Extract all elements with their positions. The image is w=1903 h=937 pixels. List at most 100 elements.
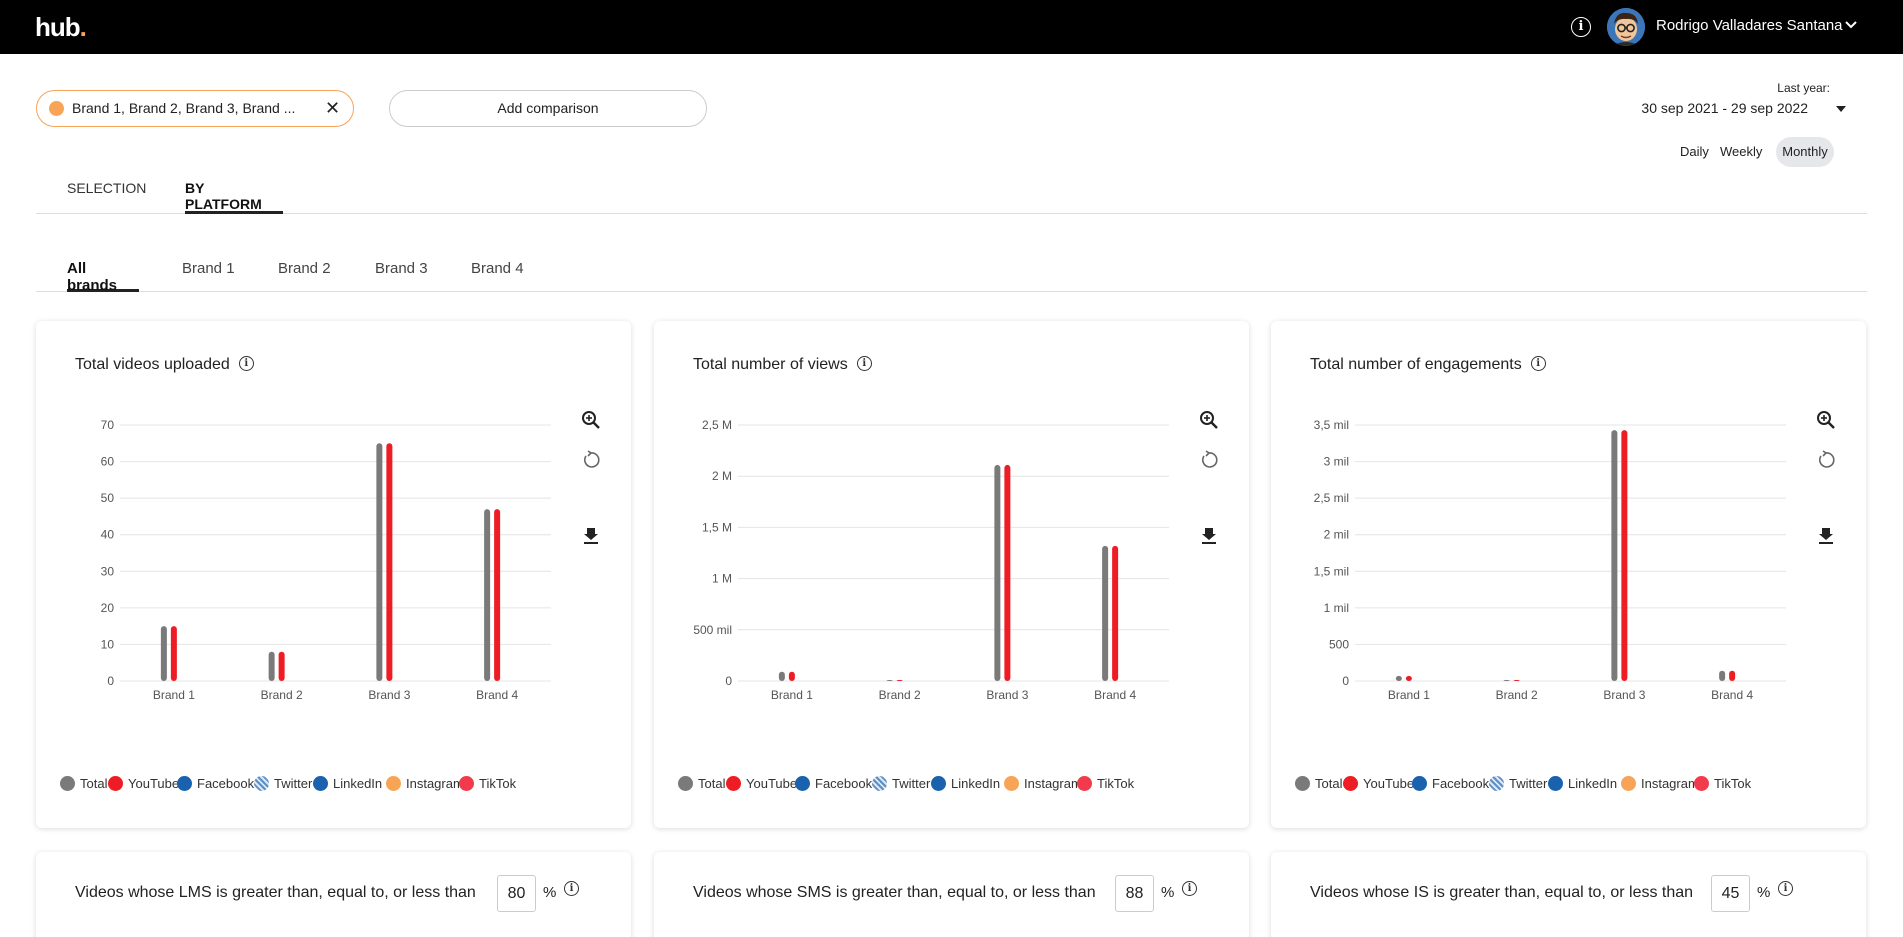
bar-youtube-brand-4[interactable]	[1112, 545, 1119, 681]
bar-youtube-brand-2[interactable]	[278, 651, 285, 681]
reset-icon[interactable]	[1198, 449, 1220, 471]
legend-dot	[108, 776, 123, 791]
chevron-down-icon[interactable]	[1844, 20, 1858, 30]
legend-item-youtube[interactable]: YouTube	[108, 776, 179, 791]
bar-total-brand-2[interactable]	[1503, 680, 1510, 681]
logo[interactable]: hub.	[35, 12, 87, 42]
info-icon[interactable]: i	[1778, 881, 1793, 896]
bar-total-brand-4[interactable]	[484, 509, 491, 681]
legend-item-instagram[interactable]: Instagram	[1621, 776, 1699, 791]
legend-item-facebook[interactable]: Facebook	[1412, 776, 1489, 791]
bar-youtube-brand-2[interactable]	[896, 680, 903, 681]
legend-item-twitter[interactable]: Twitter	[254, 776, 312, 791]
legend-label: LinkedIn	[333, 776, 383, 791]
tab-brand-4[interactable]: Brand 4	[471, 260, 524, 277]
legend-dot	[931, 776, 946, 791]
brand-filter-chip[interactable]: Brand 1, Brand 2, Brand 3, Brand ... ✕	[36, 90, 354, 127]
granularity-daily[interactable]: Daily	[1680, 144, 1709, 159]
legend-item-instagram[interactable]: Instagram	[1004, 776, 1082, 791]
legend-item-youtube[interactable]: YouTube	[726, 776, 797, 791]
bar-chart-views: 0 500 mil 1 M 1,5 M 2 M 2,5 M Brand 1 Brand 2 Br…	[693, 418, 1169, 702]
zoom-in-icon[interactable]	[1815, 409, 1837, 431]
legend-dot	[1548, 776, 1563, 791]
bar-youtube-brand-4[interactable]	[1729, 670, 1736, 681]
x-tick-label: Brand 4	[476, 688, 518, 702]
download-icon[interactable]	[1198, 524, 1220, 546]
download-icon[interactable]	[1815, 524, 1837, 546]
user-name[interactable]: Rodrigo Valladares Santana	[1656, 17, 1843, 34]
legend-label: Twitter	[1509, 776, 1548, 791]
legend-item-total[interactable]: Total	[60, 776, 107, 791]
bar-total-brand-4[interactable]	[1102, 545, 1109, 681]
legend-item-total[interactable]: Total	[678, 776, 725, 791]
bar-youtube-brand-3[interactable]	[386, 443, 393, 681]
legend-dot	[1694, 776, 1709, 791]
bar-total-brand-3[interactable]	[994, 464, 1001, 681]
bar-youtube-brand-3[interactable]	[1621, 430, 1628, 681]
tab-brand-1[interactable]: Brand 1	[182, 260, 235, 277]
legend-dot	[1412, 776, 1427, 791]
lms-threshold-input[interactable]: 80	[497, 875, 536, 912]
legend-item-youtube[interactable]: YouTube	[1343, 776, 1414, 791]
legend-item-tiktok[interactable]: TikTok	[459, 776, 516, 791]
close-icon[interactable]: ✕	[325, 98, 341, 118]
reset-icon[interactable]	[1815, 449, 1837, 471]
y-tick-label: 500	[1329, 637, 1349, 651]
legend-item-tiktok[interactable]: TikTok	[1077, 776, 1134, 791]
tab-brand-3[interactable]: Brand 3	[375, 260, 428, 277]
is-threshold-input[interactable]: 45	[1711, 875, 1750, 912]
y-tick-label: 30	[101, 564, 115, 578]
legend-item-linkedin[interactable]: LinkedIn	[931, 776, 1000, 791]
bar-total-brand-1[interactable]	[778, 671, 785, 681]
reset-icon[interactable]	[580, 449, 602, 471]
legend-item-facebook[interactable]: Facebook	[177, 776, 254, 791]
bar-youtube-brand-1[interactable]	[170, 626, 177, 681]
bar-youtube-brand-3[interactable]	[1004, 464, 1011, 681]
legend-label: Instagram	[1641, 776, 1699, 791]
avatar[interactable]	[1607, 8, 1645, 46]
info-icon[interactable]: i	[856, 356, 872, 371]
legend-item-tiktok[interactable]: TikTok	[1694, 776, 1751, 791]
add-comparison-button[interactable]: Add comparison	[389, 90, 707, 127]
tab-brand-2[interactable]: Brand 2	[278, 260, 331, 277]
percent-label: %	[1161, 884, 1175, 901]
info-icon[interactable]: i	[1530, 356, 1546, 371]
bar-total-brand-1[interactable]	[1395, 675, 1402, 681]
legend-item-instagram[interactable]: Instagram	[386, 776, 464, 791]
download-icon[interactable]	[580, 524, 602, 546]
legend-item-twitter[interactable]: Twitter	[872, 776, 930, 791]
sms-threshold-input[interactable]: 88	[1115, 875, 1154, 912]
bar-youtube-brand-2[interactable]	[1513, 680, 1520, 681]
info-icon[interactable]: i	[238, 356, 254, 371]
legend-item-linkedin[interactable]: LinkedIn	[313, 776, 382, 791]
info-icon[interactable]: i	[1182, 881, 1197, 896]
zoom-in-icon[interactable]	[580, 409, 602, 431]
bar-total-brand-4[interactable]	[1719, 670, 1726, 681]
bar-total-brand-3[interactable]	[1611, 430, 1618, 681]
bar-youtube-brand-4[interactable]	[494, 509, 501, 681]
granularity-monthly[interactable]: Monthly	[1776, 137, 1834, 167]
tab-by-platform[interactable]: BY PLATFORM	[185, 180, 283, 214]
legend-item-twitter[interactable]: Twitter	[1489, 776, 1547, 791]
granularity-weekly[interactable]: Weekly	[1720, 144, 1763, 159]
zoom-in-icon[interactable]	[1198, 409, 1220, 431]
bar-total-brand-2[interactable]	[268, 651, 275, 681]
legend-item-linkedin[interactable]: LinkedIn	[1548, 776, 1617, 791]
bar-total-brand-1[interactable]	[160, 626, 167, 681]
period-range-selector[interactable]: 30 sep 2021 - 29 sep 2022	[1641, 100, 1830, 116]
legend-item-facebook[interactable]: Facebook	[795, 776, 872, 791]
y-tick-label: 0	[1342, 674, 1349, 688]
bar-total-brand-2[interactable]	[886, 680, 893, 681]
bar-total-brand-3[interactable]	[376, 443, 383, 681]
x-tick-label: Brand 1	[153, 688, 195, 702]
tab-selection[interactable]: SELECTION	[67, 180, 147, 196]
bar-youtube-brand-1[interactable]	[788, 671, 795, 681]
legend-item-total[interactable]: Total	[1295, 776, 1342, 791]
y-tick-label: 2 M	[712, 469, 732, 483]
caret-down-icon[interactable]	[1836, 106, 1846, 112]
info-icon[interactable]: i	[1571, 17, 1591, 37]
info-icon[interactable]: i	[564, 881, 579, 896]
y-tick-label: 1 mil	[1324, 601, 1349, 615]
bar-youtube-brand-1[interactable]	[1405, 675, 1412, 681]
tab-all-brands[interactable]: All brands	[67, 260, 139, 294]
